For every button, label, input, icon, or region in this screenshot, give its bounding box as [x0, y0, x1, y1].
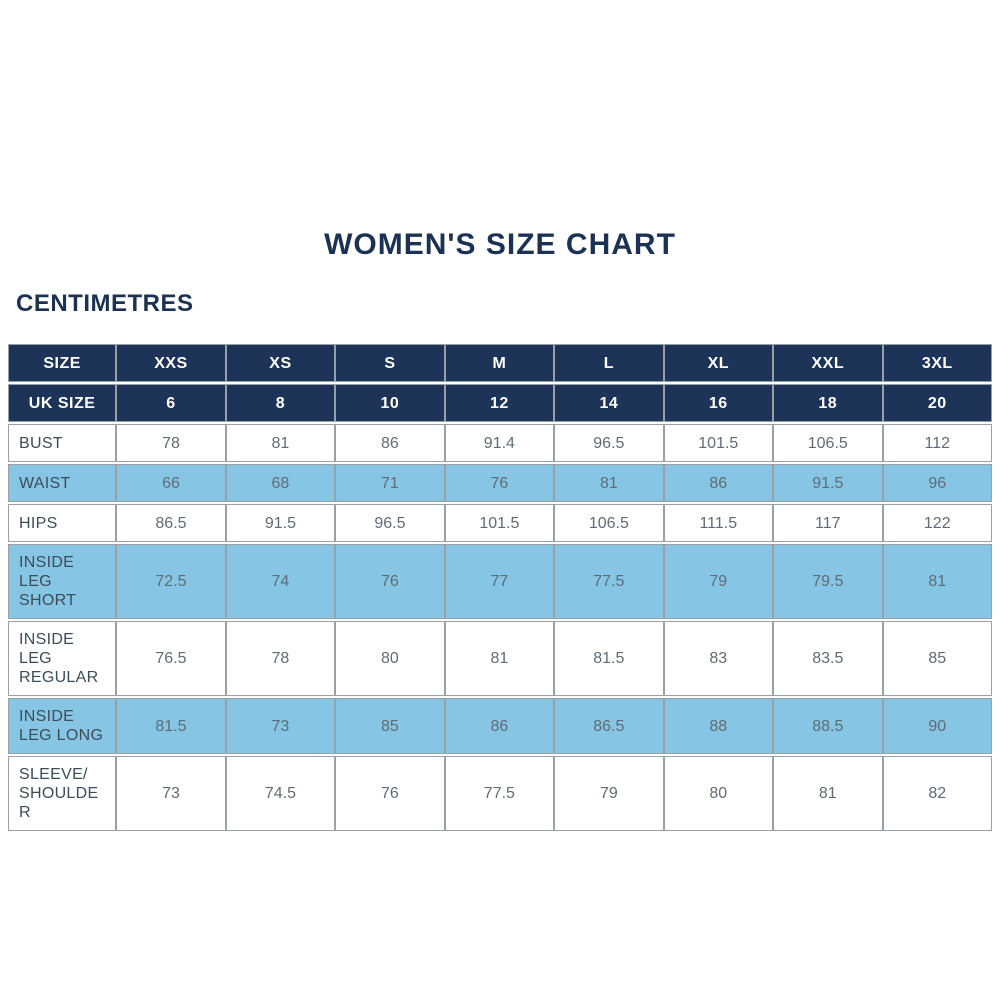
measurement-value: 106.5 — [554, 504, 664, 542]
measurement-value: 83.5 — [773, 621, 883, 696]
table-row: WAIST 66 68 71 76 81 86 91.5 96 — [8, 464, 992, 502]
header-cell: 16 — [663, 384, 774, 422]
header-cell: XL — [663, 344, 774, 382]
measurement-value: 86 — [444, 698, 555, 754]
measurement-label: HIPS — [8, 504, 117, 542]
units-heading: CENTIMETRES — [16, 290, 194, 317]
measurement-value: 96.5 — [554, 424, 664, 462]
measurement-value: 112 — [882, 424, 992, 462]
measurement-label: SLEEVE/ SHOULDER — [8, 756, 117, 831]
measurement-value: 86.5 — [116, 504, 226, 542]
measurement-label: BUST — [8, 424, 117, 462]
measurement-value: 71 — [335, 464, 445, 502]
header-cell: 10 — [335, 384, 445, 422]
header-row: UK SIZE 6 8 10 12 14 16 18 20 — [8, 384, 992, 422]
measurement-value: 81 — [444, 621, 555, 696]
measurement-value: 76.5 — [116, 621, 226, 696]
measurement-label: INSIDE LEG REGULAR — [8, 621, 117, 696]
size-chart-header: SIZE XXS XS S M L XL XXL 3XL UK SIZE 6 8 10 12 14 16 18 2… — [8, 344, 992, 422]
measurement-value: 96.5 — [335, 504, 445, 542]
measurement-value: 77.5 — [554, 544, 664, 619]
header-cell: M — [444, 344, 555, 382]
measurement-value: 106.5 — [773, 424, 883, 462]
measurement-value: 88.5 — [773, 698, 883, 754]
header-cell: 3XL — [882, 344, 992, 382]
measurement-value: 80 — [663, 756, 774, 831]
measurement-value: 86 — [663, 464, 774, 502]
measurement-value: 88 — [663, 698, 774, 754]
table-row: INSIDE LEG SHORT 72.5 74 76 77 77.5 79 79.5 81 — [8, 544, 992, 619]
measurement-value: 73 — [225, 698, 336, 754]
measurement-value: 111.5 — [663, 504, 774, 542]
header-cell: 6 — [116, 384, 226, 422]
measurement-value: 66 — [116, 464, 226, 502]
measurement-value: 68 — [225, 464, 336, 502]
measurement-value: 122 — [882, 504, 992, 542]
measurement-value: 79 — [554, 756, 664, 831]
measurement-value: 86 — [335, 424, 445, 462]
header-row-label: UK SIZE — [8, 384, 117, 422]
measurement-value: 73 — [116, 756, 226, 831]
measurement-value: 78 — [116, 424, 226, 462]
page-title: WOMEN'S SIZE CHART — [324, 228, 676, 261]
measurement-value: 91.5 — [773, 464, 883, 502]
measurement-value: 76 — [335, 544, 445, 619]
measurement-label: INSIDE LEG SHORT — [8, 544, 117, 619]
measurement-value: 85 — [335, 698, 445, 754]
table-row: SLEEVE/ SHOULDER 73 74.5 76 77.5 79 80 81 82 — [8, 756, 992, 831]
measurement-value: 81.5 — [554, 621, 664, 696]
table-row: INSIDE LEG REGULAR 76.5 78 80 81 81.5 83 83.5 85 — [8, 621, 992, 696]
measurement-value: 91.5 — [225, 504, 336, 542]
measurement-value: 117 — [773, 504, 883, 542]
table-row: HIPS 86.5 91.5 96.5 101.5 106.5 111.5 117 122 — [8, 504, 992, 542]
header-cell: 14 — [554, 384, 664, 422]
measurement-value: 86.5 — [554, 698, 664, 754]
measurement-value: 81 — [225, 424, 336, 462]
header-cell: L — [554, 344, 664, 382]
measurement-value: 79 — [663, 544, 774, 619]
measurement-value: 101.5 — [663, 424, 774, 462]
header-row: SIZE XXS XS S M L XL XXL 3XL — [8, 344, 992, 382]
measurement-value: 96 — [882, 464, 992, 502]
size-chart-table: SIZE XXS XS S M L XL XXL 3XL UK SIZE 6 8 10 12 14 16 18 2… — [8, 342, 992, 833]
measurement-value: 80 — [335, 621, 445, 696]
measurement-value: 83 — [663, 621, 774, 696]
measurement-value: 76 — [335, 756, 445, 831]
table-row: BUST 78 81 86 91.4 96.5 101.5 106.5 112 — [8, 424, 992, 462]
measurement-value: 91.4 — [444, 424, 555, 462]
header-row-label: SIZE — [8, 344, 117, 382]
measurement-value: 81 — [773, 756, 883, 831]
measurement-value: 74.5 — [225, 756, 336, 831]
measurement-value: 101.5 — [444, 504, 555, 542]
size-chart-body: BUST 78 81 86 91.4 96.5 101.5 106.5 112 WAIST 66 68… — [8, 424, 992, 831]
measurement-value: 77 — [444, 544, 555, 619]
measurement-value: 81.5 — [116, 698, 226, 754]
measurement-value: 90 — [882, 698, 992, 754]
measurement-value: 76 — [444, 464, 555, 502]
measurement-value: 85 — [882, 621, 992, 696]
measurement-value: 81 — [554, 464, 664, 502]
table-row: INSIDE LEG LONG 81.5 73 85 86 86.5 88 88.5 90 — [8, 698, 992, 754]
measurement-value: 74 — [225, 544, 336, 619]
measurement-value: 77.5 — [444, 756, 555, 831]
header-cell: XS — [225, 344, 336, 382]
header-cell: 20 — [882, 384, 992, 422]
header-cell: 12 — [444, 384, 555, 422]
measurement-value: 81 — [882, 544, 992, 619]
measurement-value: 79.5 — [773, 544, 883, 619]
measurement-label: WAIST — [8, 464, 117, 502]
header-cell: S — [335, 344, 445, 382]
header-cell: 8 — [225, 384, 336, 422]
header-cell: XXS — [116, 344, 226, 382]
header-cell: XXL — [773, 344, 883, 382]
measurement-label: INSIDE LEG LONG — [8, 698, 117, 754]
measurement-value: 78 — [225, 621, 336, 696]
header-cell: 18 — [773, 384, 883, 422]
measurement-value: 72.5 — [116, 544, 226, 619]
measurement-value: 82 — [882, 756, 992, 831]
